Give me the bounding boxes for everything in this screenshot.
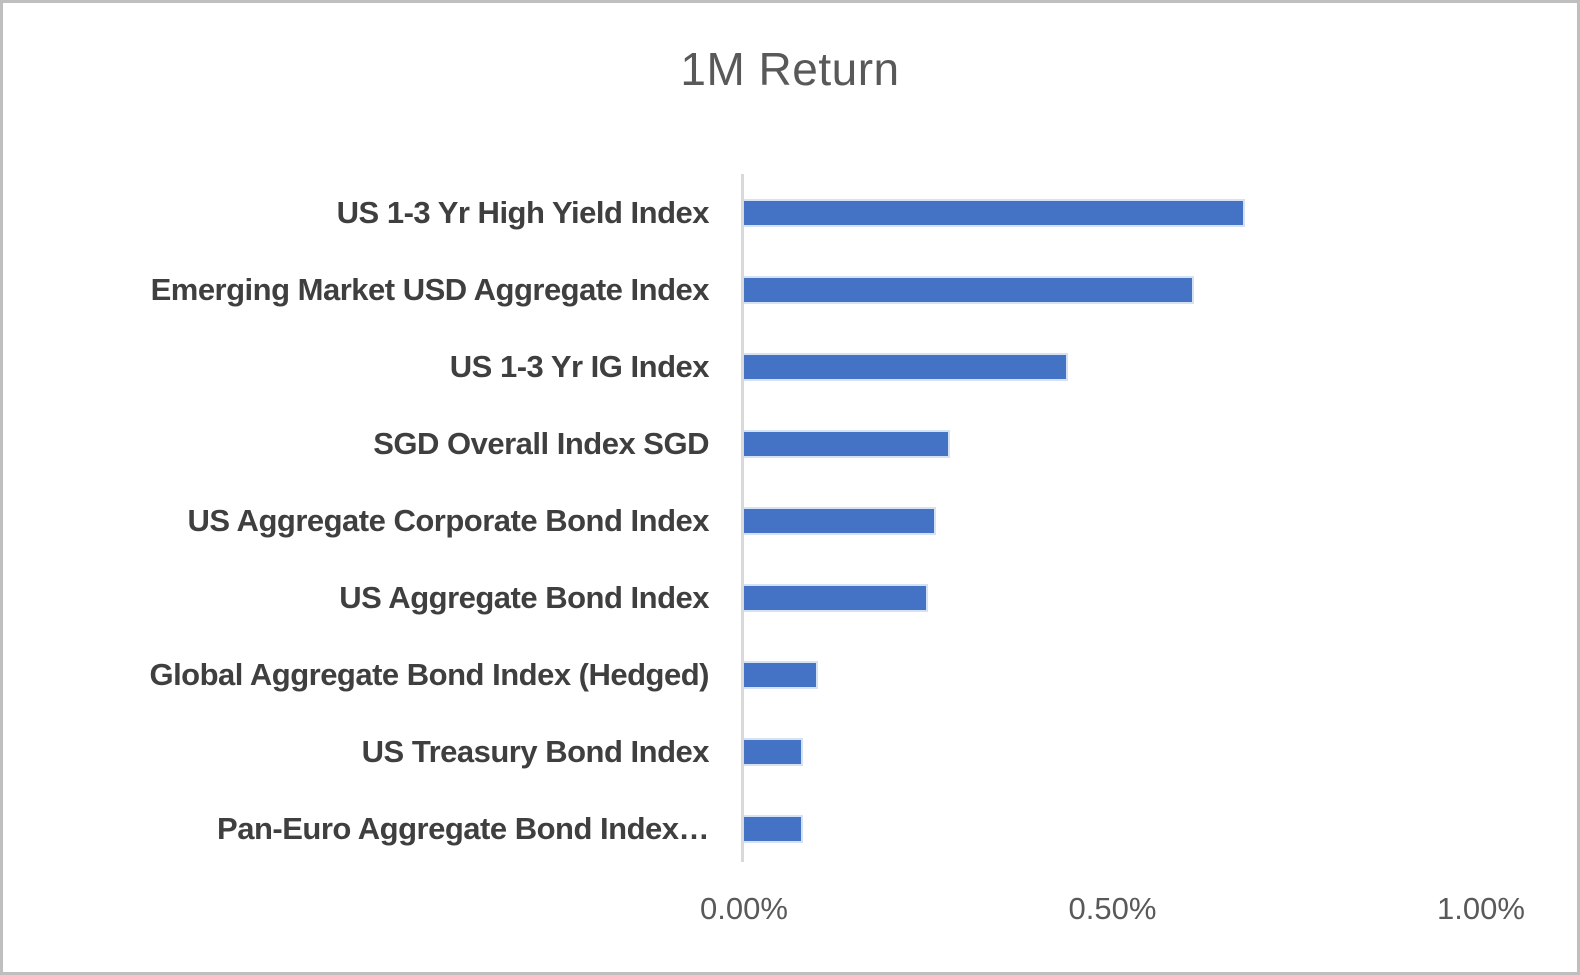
bar: [744, 814, 803, 843]
bar: [744, 352, 1069, 381]
x-axis: 0.00% 0.50% 1.00%: [700, 891, 1525, 931]
category-label: US 1-3 Yr IG Index: [449, 348, 710, 384]
category-label: US Aggregate Bond Index: [339, 579, 709, 615]
bar-track: [741, 713, 1478, 790]
bar-track: [741, 790, 1478, 867]
bar: [744, 660, 818, 689]
category-label: US 1-3 Yr High Yield Index: [336, 194, 710, 230]
x-axis-tick-label: 0.00%: [700, 891, 788, 926]
plot-area: US 1-3 Yr High Yield Index Emerging Mark…: [3, 174, 1577, 867]
bar: [744, 506, 936, 535]
bar-rows: US 1-3 Yr High Yield Index Emerging Mark…: [3, 174, 1577, 867]
bar: [744, 429, 951, 458]
bar-row: US 1-3 Yr High Yield Index: [3, 174, 1577, 251]
category-label: Global Aggregate Bond Index (Hedged): [149, 656, 709, 692]
bar-row: US Treasury Bond Index: [3, 713, 1577, 790]
x-axis-tick-label: 0.50%: [1068, 891, 1157, 926]
category-label: Pan-Euro Aggregate Bond Index…: [217, 810, 709, 846]
bar-track: [741, 405, 1478, 482]
bar-row: Emerging Market USD Aggregate Index: [3, 251, 1577, 328]
x-axis-tick-label: 1.00%: [1437, 891, 1525, 926]
bar-track: [741, 174, 1478, 251]
category-label: Emerging Market USD Aggregate Index: [150, 271, 710, 307]
bar: [744, 275, 1194, 304]
bar-row: US 1-3 Yr IG Index: [3, 328, 1577, 405]
chart-title: 1M Return: [680, 43, 900, 95]
bar-track: [741, 636, 1478, 713]
bar-track: [741, 251, 1478, 328]
bar: [744, 737, 803, 766]
y-axis-line: [741, 174, 744, 862]
category-label: US Aggregate Corporate Bond Index: [187, 502, 710, 538]
bar-row: SGD Overall Index SGD: [3, 405, 1577, 482]
bar-track: [741, 559, 1478, 636]
category-label: US Treasury Bond Index: [361, 733, 710, 769]
bar: [744, 583, 929, 612]
bar-row: Pan-Euro Aggregate Bond Index…: [3, 790, 1577, 867]
bar: [744, 198, 1246, 227]
bar-track: [741, 328, 1478, 405]
bar-track: [741, 482, 1478, 559]
category-label: SGD Overall Index SGD: [373, 425, 709, 461]
bar-row: US Aggregate Bond Index: [3, 559, 1577, 636]
bar-row: Global Aggregate Bond Index (Hedged): [3, 636, 1577, 713]
bar-row: US Aggregate Corporate Bond Index: [3, 482, 1577, 559]
